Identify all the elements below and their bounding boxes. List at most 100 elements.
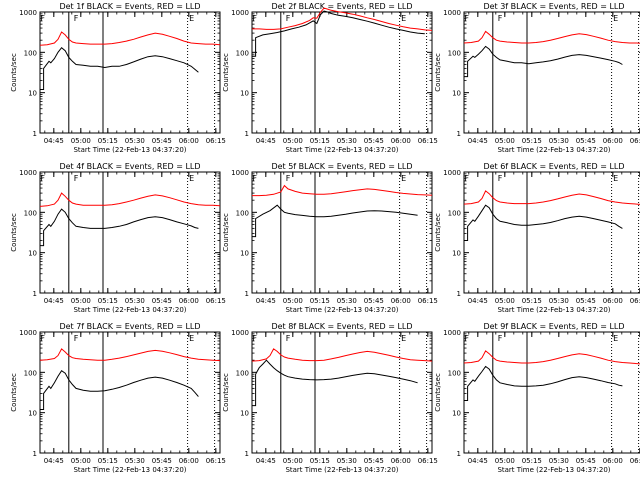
y-tick-label: 1000	[443, 169, 461, 177]
axis-frame	[251, 171, 433, 294]
x-tick-label: 04:45	[468, 137, 488, 145]
x-tick-label: 05:00	[283, 297, 303, 305]
axis-frame	[463, 171, 640, 294]
x-tick-label: 05:45	[152, 137, 172, 145]
y-tick-label: 1	[457, 450, 461, 458]
x-axis-label: Start Time (22-Feb-13 04:37:20)	[73, 466, 186, 474]
panel-det-2: Det 2f BLACK = Events, RED = LLD 1 10 100 10…	[222, 2, 438, 154]
marker-label: E	[401, 174, 406, 183]
series-line-lld	[463, 350, 640, 365]
y-tick-label: 1	[33, 130, 37, 138]
x-tick-label: 04:45	[44, 137, 64, 145]
y-tick-label: 100	[24, 49, 37, 57]
y-tick-label: 100	[448, 49, 461, 57]
marker-label: F	[498, 174, 503, 183]
marker-label: F	[74, 14, 79, 23]
x-axis-label: Start Time (22-Feb-13 04:37:20)	[285, 466, 398, 474]
series-line-events	[252, 204, 418, 238]
marker-label: E	[189, 334, 194, 343]
x-tick-label: 05:30	[549, 297, 569, 305]
x-tick-label: 05:15	[310, 297, 330, 305]
x-axis-label: Start Time (22-Feb-13 04:37:20)	[285, 146, 398, 154]
y-tick-label: 10	[452, 250, 461, 258]
series-line-events	[40, 369, 199, 410]
y-axis-label: Counts/sec	[222, 373, 230, 412]
x-tick-label: 05:00	[71, 457, 91, 465]
marker-label: F	[464, 14, 469, 23]
marker-label: F	[74, 334, 79, 343]
panel-title: Det 2f BLACK = Events, RED = LLD	[271, 2, 412, 11]
x-tick-label: 05:15	[310, 457, 330, 465]
marker-label: F	[252, 14, 257, 23]
series-line-lld	[39, 192, 221, 207]
series-line-events	[252, 359, 418, 407]
series-line-lld	[39, 348, 221, 362]
x-tick-label: 05:30	[549, 457, 569, 465]
y-tick-label: 10	[28, 250, 37, 258]
series-line-lld	[251, 348, 433, 362]
y-tick-label: 10	[28, 90, 37, 98]
marker-label: F	[286, 334, 291, 343]
marker-label: F	[286, 174, 291, 183]
series-line-events	[40, 46, 199, 90]
marker-label: F	[498, 14, 503, 23]
x-tick-label: 06:00	[603, 457, 623, 465]
axis-frame	[463, 331, 640, 454]
panel-det-1: Det 1f BLACK = Events, RED = LLD 1 10 100 10…	[10, 2, 226, 154]
series-line-events	[40, 208, 199, 247]
x-tick-label: 06:00	[603, 297, 623, 305]
panel-title: Det 5f BLACK = Events, RED = LLD	[271, 162, 412, 171]
axis-frame	[463, 11, 640, 134]
panel-title: Det 8f BLACK = Events, RED = LLD	[271, 322, 412, 331]
y-tick-label: 10	[240, 410, 249, 418]
x-tick-label: 06:15	[630, 297, 640, 305]
series-line-events	[464, 365, 623, 401]
marker-label: F	[40, 334, 45, 343]
marker-label: F	[252, 334, 257, 343]
x-tick-label: 06:15	[206, 137, 226, 145]
series-line-lld	[252, 184, 433, 197]
panel-det-8: Det 8f BLACK = Events, RED = LLD 1 10 100 10…	[222, 322, 438, 474]
series-line-lld	[39, 31, 221, 46]
x-tick-label: 05:45	[576, 137, 596, 145]
y-tick-label: 1000	[19, 169, 37, 177]
y-tick-label: 100	[236, 369, 249, 377]
y-tick-label: 100	[236, 49, 249, 57]
panel-title: Det 4f BLACK = Events, RED = LLD	[59, 162, 200, 171]
y-axis-label: Counts/sec	[10, 373, 18, 412]
axis-frame	[39, 331, 221, 454]
x-tick-label: 05:15	[310, 137, 330, 145]
panel-title: Det 3f BLACK = Events, RED = LLD	[483, 2, 624, 11]
y-tick-label: 1000	[231, 9, 249, 17]
x-tick-label: 05:30	[337, 297, 357, 305]
panel-det-9: Det 9f BLACK = Events, RED = LLD 1 10 100 10…	[434, 322, 640, 474]
x-tick-label: 06:00	[179, 297, 199, 305]
marker-label: F	[40, 14, 45, 23]
x-tick-label: 04:45	[44, 457, 64, 465]
x-tick-label: 06:15	[418, 457, 438, 465]
x-tick-label: 06:00	[391, 457, 411, 465]
marker-label: F	[464, 334, 469, 343]
y-tick-label: 1	[457, 290, 461, 298]
marker-label: F	[252, 174, 257, 183]
x-tick-label: 04:45	[256, 137, 276, 145]
marker-label: E	[401, 334, 406, 343]
y-tick-label: 10	[452, 410, 461, 418]
x-tick-label: 05:15	[98, 137, 118, 145]
x-tick-label: 06:15	[206, 457, 226, 465]
x-axis-label: Start Time (22-Feb-13 04:37:20)	[73, 306, 186, 314]
y-tick-label: 1000	[443, 9, 461, 17]
y-axis-label: Counts/sec	[434, 213, 442, 252]
panel-det-5: Det 5f BLACK = Events, RED = LLD 1 10 100 10…	[222, 162, 438, 314]
x-tick-label: 05:30	[125, 457, 145, 465]
y-tick-label: 10	[240, 90, 249, 98]
x-tick-label: 06:15	[206, 297, 226, 305]
series-line-events	[464, 45, 623, 78]
x-tick-label: 05:00	[495, 137, 515, 145]
y-axis-label: Counts/sec	[222, 213, 230, 252]
x-axis-label: Start Time (22-Feb-13 04:37:20)	[73, 146, 186, 154]
panel-det-6: Det 6f BLACK = Events, RED = LLD 1 10 100 10…	[434, 162, 640, 314]
x-tick-label: 05:30	[125, 297, 145, 305]
y-tick-label: 1	[245, 130, 249, 138]
